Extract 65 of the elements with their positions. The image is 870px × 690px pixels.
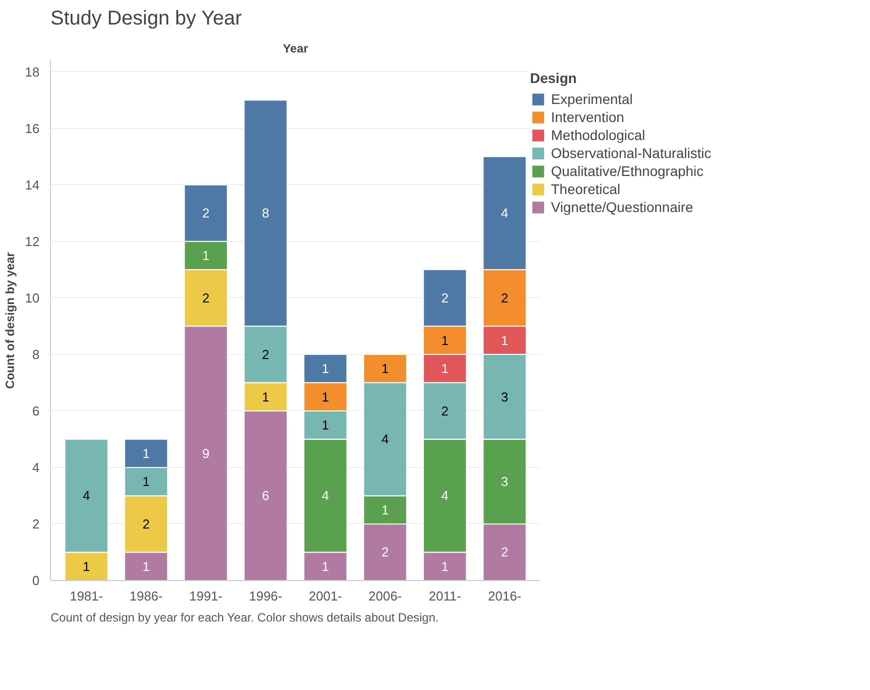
legend-label: Theoretical xyxy=(551,181,620,197)
data-label: 2 xyxy=(501,544,508,560)
data-label: 2 xyxy=(262,346,270,362)
y-tick-label: 16 xyxy=(25,120,40,136)
text: Count of design by year for each Year. Color shows details about Design. xyxy=(50,610,439,624)
y-tick-label: 18 xyxy=(25,64,40,80)
data-label: 1 xyxy=(441,558,449,574)
data-label: 1 xyxy=(82,558,90,574)
data-label: 9 xyxy=(202,446,210,461)
data-label: 1 xyxy=(382,361,389,376)
y-tick-label: 12 xyxy=(25,234,40,249)
data-label: 2 xyxy=(441,290,449,306)
legend-label: Intervention xyxy=(551,109,624,125)
data-label: 4 xyxy=(501,206,508,221)
x-tick-label: 2011- xyxy=(428,588,462,604)
data-label: 2 xyxy=(441,403,449,418)
legend-label: Vignette/Questionnaire xyxy=(551,199,694,215)
x-tick-label: 1991- xyxy=(189,588,222,604)
data-label: 1 xyxy=(382,502,389,518)
data-label: 1 xyxy=(322,558,329,574)
data-label: 3 xyxy=(501,389,508,404)
data-label: 1 xyxy=(441,332,449,348)
x-tick-label: 1996- xyxy=(248,588,282,604)
data-label: 8 xyxy=(262,206,270,221)
data-label: 4 xyxy=(82,488,90,504)
x-tick-label: 2006- xyxy=(368,588,402,604)
data-label: 2 xyxy=(202,290,210,306)
data-label: 1 xyxy=(441,361,449,376)
y-tick-label: 6 xyxy=(32,403,40,418)
data-label: 1 xyxy=(322,361,329,376)
data-label: 1 xyxy=(322,389,329,404)
y-tick-label: 2 xyxy=(32,516,40,532)
y-tick-label: 0 xyxy=(32,573,40,588)
data-label: 2 xyxy=(382,544,389,560)
data-label: 1 xyxy=(322,418,329,433)
x-tick-label: 1981- xyxy=(70,588,103,604)
chart-title: Study Design by Year xyxy=(50,8,242,30)
x-tick-label: 2001- xyxy=(308,588,342,604)
y-tick-label: 14 xyxy=(25,177,40,192)
data-label: 1 xyxy=(262,389,270,404)
x-tick-label: 2016- xyxy=(488,588,522,604)
x-tick-label: 1986- xyxy=(129,588,163,604)
legend-label: Experimental xyxy=(551,91,633,107)
data-label: 1 xyxy=(142,446,150,461)
y-axis-title: Count of design by year xyxy=(3,252,18,389)
data-label: 1 xyxy=(142,558,150,574)
y-tick-label: 8 xyxy=(32,346,40,362)
data-label: 6 xyxy=(262,488,270,504)
data-label: 3 xyxy=(501,474,508,490)
data-label: 1 xyxy=(501,332,508,348)
data-label: 4 xyxy=(322,488,329,504)
data-label: 1 xyxy=(202,248,210,263)
legend-label: Qualitative/Ethnographic xyxy=(551,163,704,179)
y-tick-label: 4 xyxy=(32,460,40,475)
x-axis-title: Year xyxy=(282,42,309,56)
data-label: 4 xyxy=(441,488,449,504)
data-label: 1 xyxy=(142,474,150,490)
y-tick-label: 10 xyxy=(25,290,40,306)
data-label: 4 xyxy=(382,432,389,447)
legend-label: Observational-Naturalistic xyxy=(551,145,712,161)
legend-title: Design xyxy=(530,70,578,86)
data-label: 2 xyxy=(142,516,150,532)
legend-label: Methodological xyxy=(551,127,646,143)
data-label: 2 xyxy=(202,206,210,221)
data-label: 2 xyxy=(501,290,508,306)
